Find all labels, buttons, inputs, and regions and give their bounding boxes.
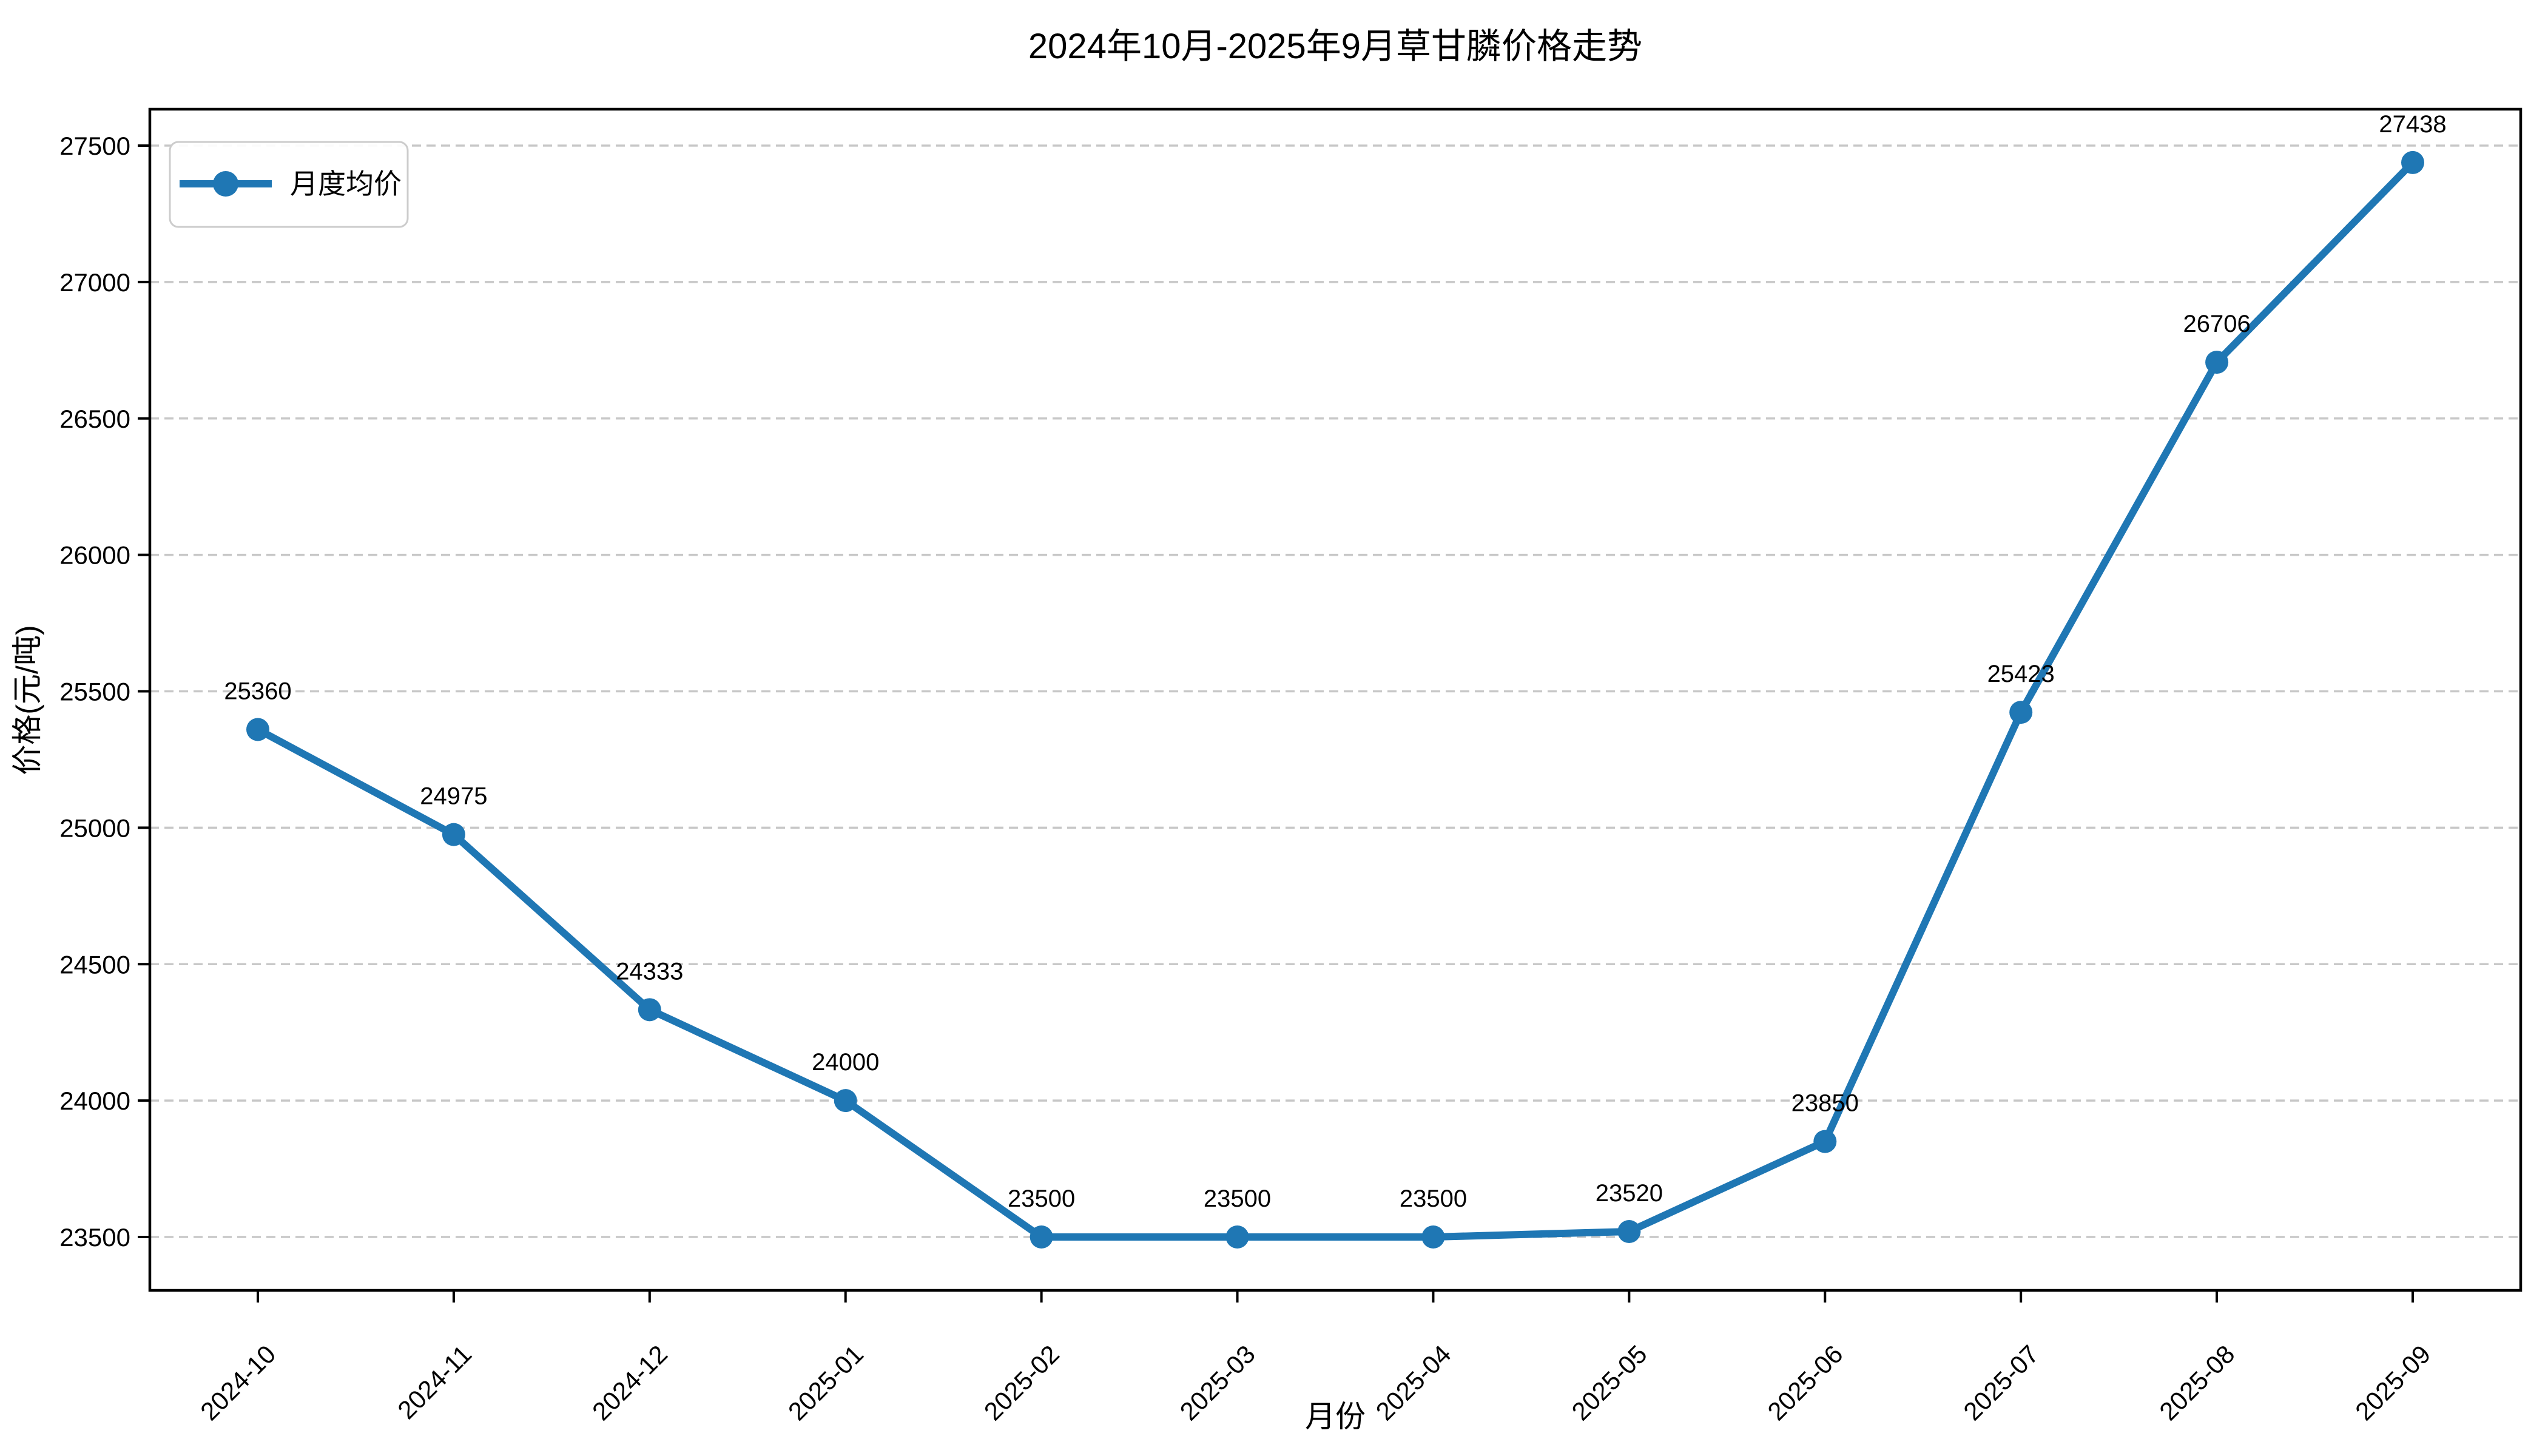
- gridlines-layer: [150, 144, 2521, 1238]
- data-point-label: 25360: [224, 678, 291, 704]
- plot-frame: [148, 107, 2523, 1292]
- data-point-label: 23500: [1204, 1185, 1271, 1212]
- data-point-label: 23850: [1791, 1090, 1859, 1117]
- y-tick-label: 24500: [59, 950, 130, 979]
- y-tick-label: 24000: [59, 1087, 130, 1115]
- x-tick-label: 2025-07: [1958, 1340, 2044, 1426]
- y-tick-label: 26500: [59, 405, 130, 433]
- data-point-marker: [1225, 1225, 1249, 1249]
- y-tick-label: 27500: [59, 132, 130, 160]
- x-tick-label: 2025-01: [783, 1340, 869, 1426]
- data-point-label: 24333: [616, 958, 683, 985]
- data-point-marker: [834, 1089, 857, 1113]
- legend-marker-sample: [213, 171, 238, 197]
- x-tick-label: 2024-12: [587, 1340, 673, 1426]
- data-point-label: 26706: [2183, 311, 2250, 337]
- x-tick-label: 2025-06: [1762, 1340, 1848, 1426]
- data-point-marker: [2401, 150, 2424, 174]
- y-tick-label: 23500: [59, 1223, 130, 1252]
- data-point-label: 27438: [2379, 111, 2446, 138]
- x-tick-label: 2025-03: [1175, 1340, 1261, 1426]
- data-point-marker: [442, 823, 465, 846]
- data-point-marker: [1617, 1220, 1641, 1244]
- data-point-marker: [1421, 1225, 1445, 1249]
- legend: 月度均价: [169, 141, 409, 228]
- y-tick-label: 25000: [59, 814, 130, 842]
- x-tick-label: 2025-09: [2350, 1340, 2436, 1426]
- x-tick-label: 2025-08: [2154, 1340, 2240, 1426]
- x-tick-label: 2025-04: [1370, 1340, 1457, 1426]
- data-point-marker: [1030, 1225, 1053, 1249]
- data-point-label: 24975: [420, 783, 487, 810]
- x-tick-label: 2024-10: [195, 1340, 281, 1426]
- x-axis-title: 月份: [1305, 1400, 1366, 1434]
- axes-layer: 23500 24000 24500 25000 25500 26000 26500 27000…: [59, 107, 2523, 1426]
- y-tick-label: 26000: [59, 541, 130, 570]
- x-tick-label: 2025-05: [1566, 1340, 1652, 1426]
- y-axis-title: 价格(元/吨): [10, 625, 44, 775]
- data-point-marker: [246, 718, 269, 741]
- price-line: [254, 158, 2416, 1241]
- data-point-marker: [638, 998, 661, 1022]
- x-tick-label: 2024-11: [392, 1340, 477, 1424]
- data-point-label: 25423: [1987, 661, 2055, 687]
- chart-title: 2024年10月-2025年9月草甘膦价格走势: [1028, 27, 1642, 66]
- y-tick-label: 27000: [59, 268, 130, 297]
- y-tick-label: 25500: [59, 678, 130, 706]
- data-point-label: 24000: [812, 1049, 879, 1076]
- data-point-marker: [2009, 701, 2033, 724]
- data-point-label: 23500: [1008, 1185, 1075, 1212]
- x-tick-label: 2025-02: [979, 1340, 1065, 1426]
- data-point-marker: [2205, 351, 2229, 374]
- data-point-label: 23500: [1400, 1185, 1467, 1212]
- data-point-label: 23520: [1596, 1180, 1663, 1207]
- series-layer: 25360 24975 24333 24000 23500 23500 23500 23520…: [224, 111, 2447, 1249]
- legend-box: [169, 141, 409, 228]
- data-point-marker: [1813, 1130, 1837, 1153]
- legend-entry-label: 月度均价: [290, 168, 402, 200]
